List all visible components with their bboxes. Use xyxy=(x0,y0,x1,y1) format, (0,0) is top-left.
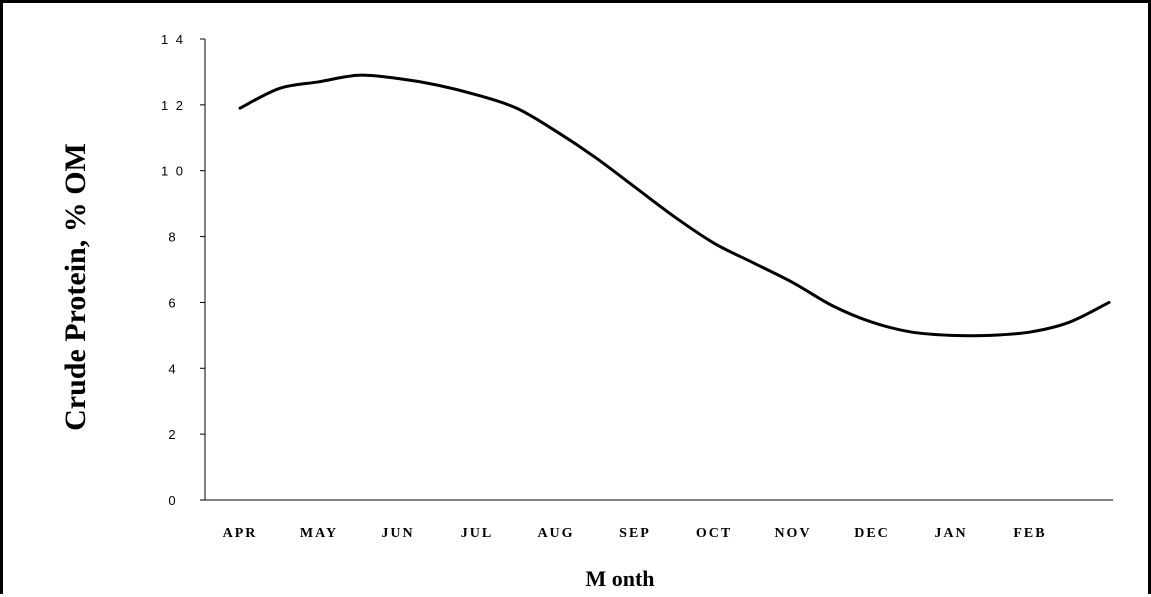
y-tick-label: 4 xyxy=(168,361,177,376)
x-tick-label: SEP xyxy=(619,526,651,541)
series-line xyxy=(238,73,1111,338)
x-tick-label: AUG xyxy=(537,526,574,541)
y-axis-title: Crude Protein, % OM xyxy=(59,143,92,431)
x-tick-label: JUN xyxy=(381,526,414,541)
axes xyxy=(204,39,1113,501)
x-axis-title: M onth xyxy=(585,566,654,591)
x-tick-labels: APR MAY JUN JUL AUG SEP OCT NOV DEC JAN FEB xyxy=(223,526,1046,541)
x-tick-label: NOV xyxy=(774,526,811,541)
y-tick-label: 2 xyxy=(168,427,177,442)
x-tick-label: DEC xyxy=(854,526,890,541)
x-tick-label: JUL xyxy=(461,526,493,541)
y-ticks: 0 2 4 6 8 1 0 1 2 1 4 xyxy=(161,32,205,508)
x-tick-label: FEB xyxy=(1013,526,1046,541)
line-chart: 0 2 4 6 8 1 0 1 2 1 4 APR MAY JUN JUL AUG SEP OCT NOV D… xyxy=(59,32,1113,591)
x-tick-label: OCT xyxy=(696,526,732,541)
y-tick-label: 6 xyxy=(168,295,177,310)
x-tick-label: MAY xyxy=(300,526,338,541)
y-tick-label: 8 xyxy=(168,230,177,245)
x-tick-label: JAN xyxy=(934,526,967,541)
y-tick-label: 1 0 xyxy=(161,164,185,179)
y-tick-label: 1 4 xyxy=(161,32,185,47)
x-tick-label: APR xyxy=(223,526,258,541)
y-tick-label: 0 xyxy=(168,493,177,508)
y-tick-label: 1 2 xyxy=(161,98,185,113)
